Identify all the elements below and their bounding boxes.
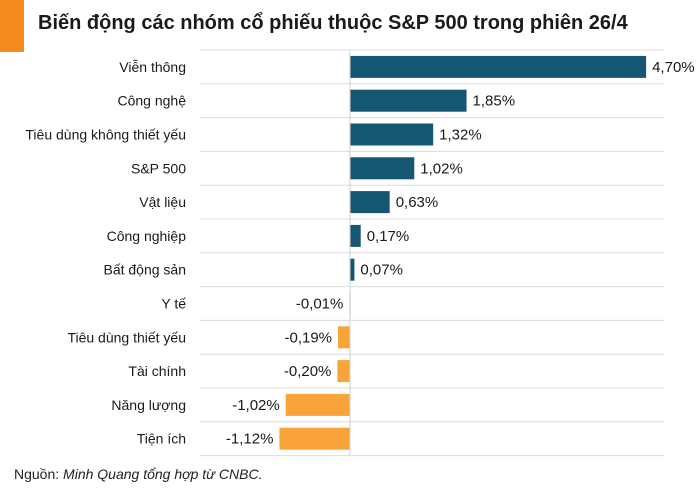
category-label: Tài chính [128, 363, 186, 379]
category-labels: Viễn thông Công nghệ Tiêu dùng không thiết… [25, 59, 186, 447]
gridlines [200, 49, 664, 457]
data-label: -0,01% [296, 296, 344, 313]
data-label: 1,32% [439, 127, 482, 144]
category-label: Vật liệu [139, 194, 186, 210]
source-text: Minh Quang tổng hợp từ CNBC. [63, 466, 263, 482]
bar [279, 427, 350, 450]
category-label: Công nghệ [117, 93, 186, 109]
category-label: Tiêu dùng thiết yếu [67, 329, 186, 345]
bar [350, 89, 467, 112]
bar [350, 123, 434, 146]
data-labels: 4,70% 1,85% 1,32% 1,02% 0,63% 0,17% 0,07% -0,01… [226, 59, 695, 448]
bar [338, 326, 350, 349]
data-label: -1,12% [226, 431, 274, 448]
category-label: Tiêu dùng không thiết yếu [25, 127, 186, 143]
category-label: Tiện ích [137, 431, 186, 447]
source-prefix: Nguồn: [14, 466, 64, 482]
data-label: -1,02% [232, 397, 280, 414]
category-label: Viễn thông [119, 59, 186, 75]
bars [279, 55, 647, 450]
data-label: 1,02% [420, 160, 463, 177]
data-label: -0,19% [284, 329, 332, 346]
bar [337, 360, 350, 383]
category-label: Bất động sản [103, 262, 186, 278]
data-label: -0,20% [284, 363, 332, 380]
chart-title: Biến động các nhóm cổ phiếu thuộc S&P 50… [38, 12, 628, 34]
data-label: 0,17% [367, 228, 410, 245]
data-label: 1,85% [473, 93, 516, 110]
category-label: Công nghiệp [107, 228, 187, 244]
bar [350, 224, 361, 247]
category-label: Năng lượng [111, 397, 186, 413]
accent-bar [0, 0, 24, 52]
bar [350, 258, 355, 281]
data-label: 0,63% [396, 194, 439, 211]
data-label: 0,07% [360, 262, 403, 279]
category-label: S&P 500 [131, 160, 186, 176]
bar [285, 393, 350, 416]
bar [350, 55, 647, 78]
bar [350, 157, 415, 180]
data-label: 4,70% [652, 59, 695, 76]
source-note: Nguồn: Minh Quang tổng hợp từ CNBC. [14, 466, 262, 482]
category-label: Y tế [161, 296, 186, 312]
bar [350, 191, 390, 214]
